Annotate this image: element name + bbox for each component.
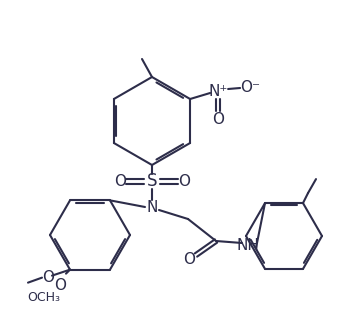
Text: O: O xyxy=(183,252,195,267)
Text: N⁺: N⁺ xyxy=(208,84,228,99)
Text: O: O xyxy=(212,112,224,127)
Text: NH: NH xyxy=(237,238,259,253)
Text: O: O xyxy=(114,173,126,188)
Text: O: O xyxy=(42,270,54,285)
Text: OCH₃: OCH₃ xyxy=(27,291,60,304)
Text: O: O xyxy=(54,278,66,293)
Text: N: N xyxy=(146,199,158,214)
Text: O: O xyxy=(178,173,190,188)
Text: S: S xyxy=(147,172,157,190)
Text: O⁻: O⁻ xyxy=(240,80,260,95)
